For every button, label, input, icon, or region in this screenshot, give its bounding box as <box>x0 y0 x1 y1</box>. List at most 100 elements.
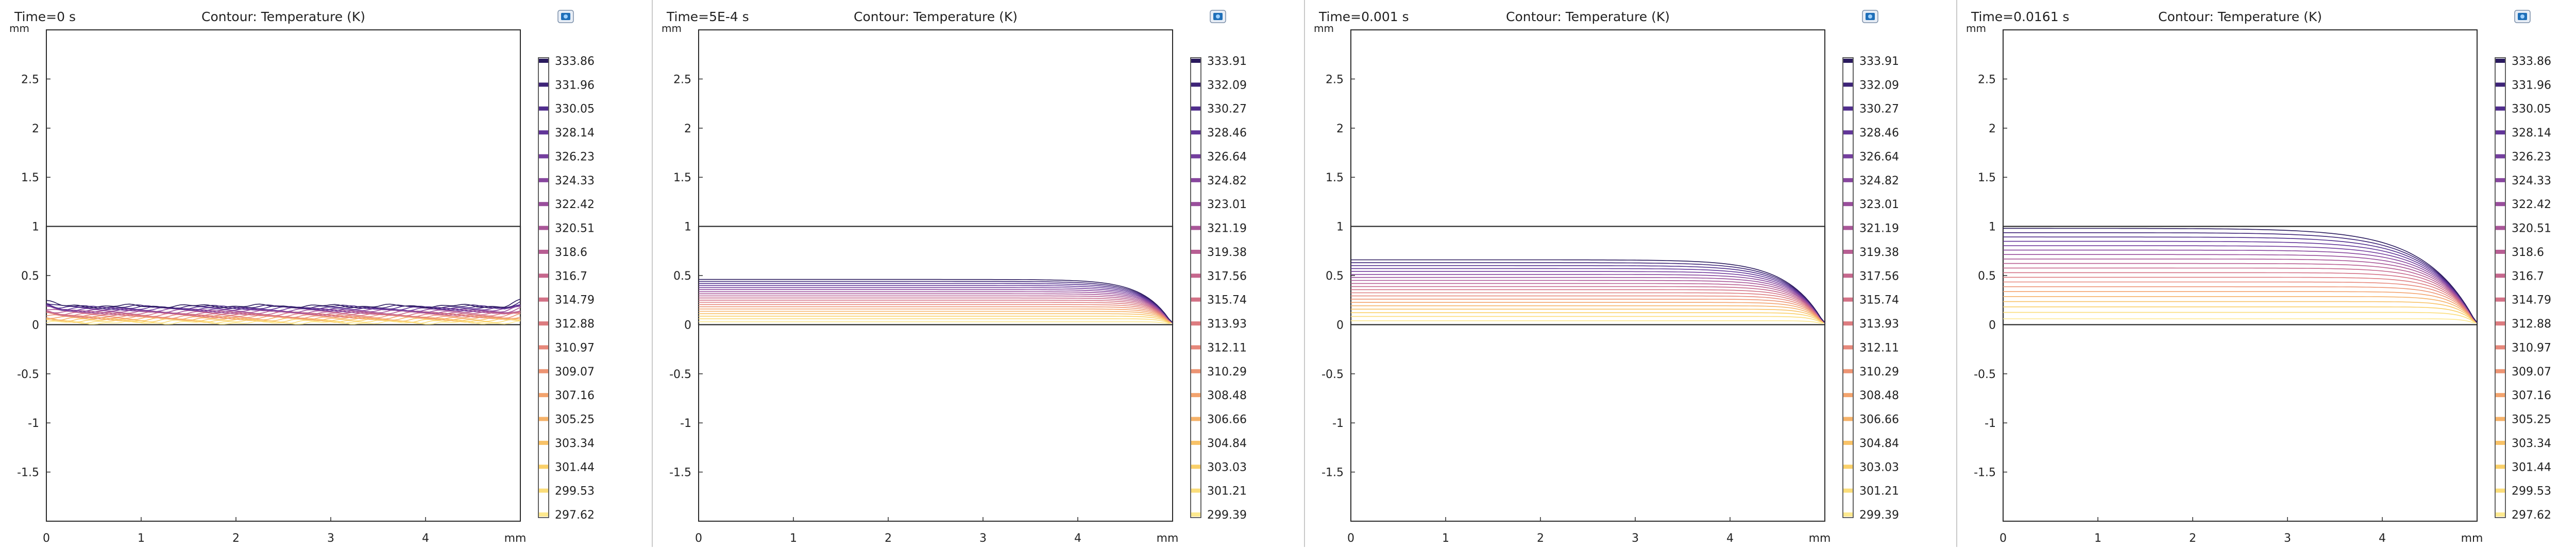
x-tick-label: 2 <box>232 532 240 545</box>
plot-title: Contour: Temperature (K) <box>201 9 365 24</box>
contour-line <box>1351 259 1825 323</box>
contour-line <box>1351 302 1825 323</box>
camera-icon[interactable] <box>1862 10 1878 23</box>
contour-line <box>2003 296 2478 323</box>
colorbar-swatch <box>1843 106 1853 111</box>
colorbar-label: 323.01 <box>1859 198 1899 211</box>
y-tick-label: -1.5 <box>17 467 39 479</box>
y-tick-label: 0.5 <box>21 270 39 283</box>
colorbar-label: 316.7 <box>555 270 587 283</box>
colorbar-label: 318.6 <box>2512 246 2544 259</box>
colorbar-frame <box>538 57 549 518</box>
y-tick-label: 0 <box>32 319 39 332</box>
contour-line <box>699 308 1173 323</box>
x-tick-label: 1 <box>1442 532 1449 545</box>
colorbar-swatch <box>1191 82 1200 87</box>
plot-title: Contour: Temperature (K) <box>2158 9 2322 24</box>
colorbar-label: 332.09 <box>1859 79 1899 92</box>
contour-line <box>1351 295 1825 323</box>
colorbar-swatch <box>1191 369 1200 373</box>
contour-line <box>1351 292 1825 323</box>
camera-icon[interactable] <box>2514 10 2531 23</box>
colorbar-swatch <box>539 178 548 182</box>
colorbar-label: 307.16 <box>555 389 595 402</box>
contour-line <box>1351 271 1825 323</box>
y-tick-label: 1 <box>1336 221 1344 234</box>
colorbar-label: 301.44 <box>555 461 595 474</box>
contour-line <box>699 289 1173 323</box>
contour-line <box>1351 312 1825 323</box>
domain-boundary <box>2002 226 2478 325</box>
colorbar-label: 324.82 <box>1207 175 1247 187</box>
colorbar-swatch <box>539 154 548 159</box>
colorbar-swatch <box>1191 106 1200 111</box>
y-tick-label: -1 <box>28 417 39 430</box>
contour-line <box>1351 274 1825 323</box>
colorbar-label: 314.79 <box>555 294 595 307</box>
colorbar-label: 315.74 <box>1859 294 1899 307</box>
colorbar-swatch <box>2496 154 2505 159</box>
y-tick-label: 1 <box>1989 221 1996 234</box>
x-axis-unit: mm <box>504 532 527 545</box>
colorbar-swatch <box>539 273 548 278</box>
colorbar-label: 309.07 <box>2512 366 2551 379</box>
contour-line <box>699 321 1173 324</box>
colorbar-label: 299.53 <box>555 485 595 498</box>
x-tick-label: 3 <box>2284 532 2291 545</box>
colorbar: 333.86 331.96 330.05 328.14 326.23 324.33 322.… <box>538 55 595 522</box>
colorbar-label: 312.11 <box>1207 341 1247 354</box>
colorbar-label: 316.7 <box>2512 270 2544 283</box>
colorbar-label: 297.62 <box>2512 509 2551 522</box>
y-tick-label: -1.5 <box>1321 467 1344 479</box>
y-tick-label: -1.5 <box>1974 467 1996 479</box>
y-tick-label: 1 <box>32 221 39 234</box>
colorbar-label: 328.46 <box>1859 127 1899 140</box>
x-axis-unit: mm <box>2461 532 2483 545</box>
colorbar-swatch <box>1191 202 1200 207</box>
colorbar-swatch <box>539 106 548 111</box>
colorbar-label: 306.66 <box>1207 414 1247 426</box>
contour-line <box>699 287 1173 323</box>
y-tick-label: -0.5 <box>1321 368 1344 381</box>
colorbar-label: 310.97 <box>555 341 595 354</box>
plot-panel-4: Time=0.0161 s Contour: Temperature (K) mm 2… <box>1957 0 2576 547</box>
colorbar-label: 299.39 <box>1207 509 1247 522</box>
contour-line <box>699 279 1173 323</box>
colorbar-swatch <box>2496 465 2505 469</box>
contour-line <box>699 297 1173 323</box>
colorbar-label: 320.51 <box>555 222 595 235</box>
x-tick-label: 0 <box>695 532 702 545</box>
x-tick-label: 0 <box>1347 532 1354 545</box>
colorbar-swatch <box>2496 369 2505 373</box>
colorbar-swatch <box>539 297 548 302</box>
colorbar-label: 310.97 <box>2512 341 2551 354</box>
colorbar-label: 314.79 <box>2512 294 2551 307</box>
camera-icon[interactable] <box>1210 10 1226 23</box>
colorbar-swatch <box>1191 440 1200 445</box>
colorbar-swatch <box>1843 249 1853 254</box>
x-tick-label: 4 <box>422 532 429 545</box>
contour-line <box>2003 263 2478 323</box>
colorbar-swatch <box>2496 202 2505 207</box>
colorbar-swatch <box>2496 130 2505 135</box>
colorbar-swatch <box>1191 130 1200 135</box>
colorbar-label: 307.16 <box>2512 389 2551 402</box>
colorbar-swatch <box>539 512 548 517</box>
contour-line <box>1351 283 1825 323</box>
contour-plot-svg: Time=0.001 s Contour: Temperature (K) mm 2.… <box>1314 9 1899 545</box>
contour-line <box>699 291 1173 323</box>
contour-line <box>699 316 1173 323</box>
colorbar-swatch <box>2496 297 2505 302</box>
contour-line <box>699 281 1173 323</box>
colorbar-label: 306.66 <box>1859 414 1899 426</box>
colorbar-label: 301.21 <box>1859 485 1899 498</box>
colorbar-swatch <box>2496 273 2505 278</box>
y-axis-unit: mm <box>1966 22 1986 35</box>
camera-icon[interactable] <box>557 10 574 23</box>
colorbar-label: 317.56 <box>1207 270 1247 283</box>
colorbar-swatch <box>2496 249 2505 254</box>
colorbar-label: 303.34 <box>2512 437 2551 450</box>
colorbar-swatch <box>539 440 548 445</box>
contour-line <box>699 311 1173 323</box>
colorbar-swatch <box>539 369 548 373</box>
